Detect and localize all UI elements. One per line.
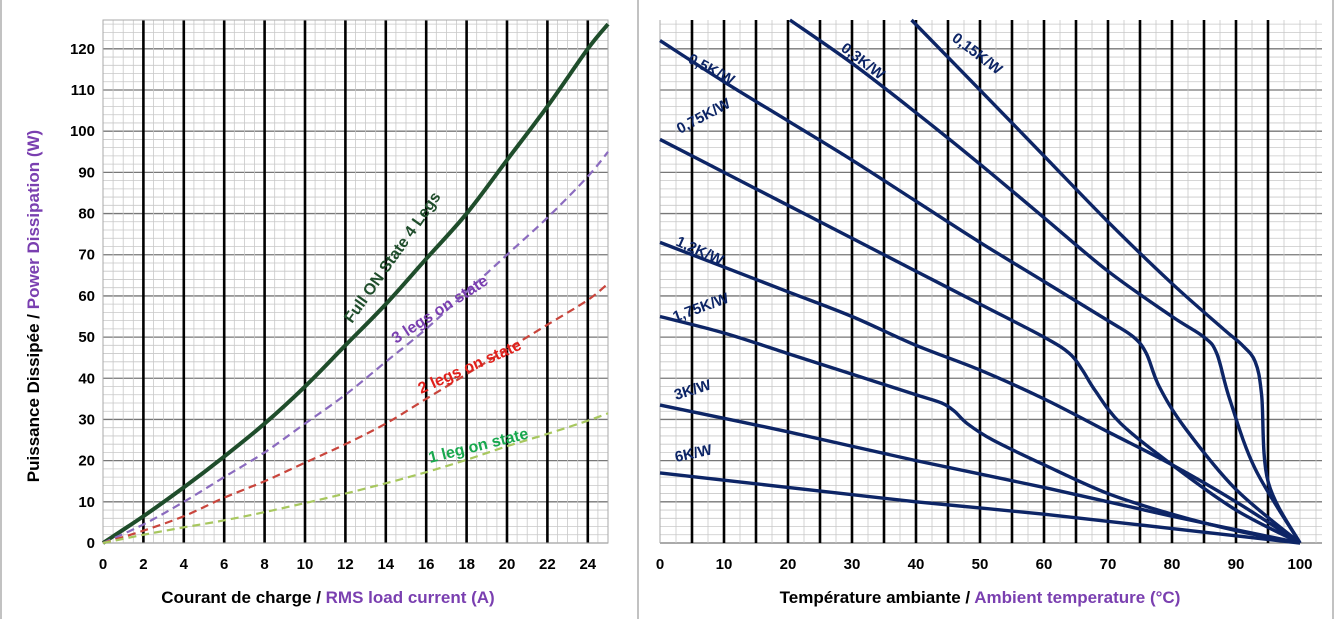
x-tick-label: 100	[1287, 556, 1312, 573]
x-tick-label: 50	[972, 556, 989, 573]
x-tick-label: 80	[1164, 556, 1181, 573]
x-tick-label: 20	[780, 556, 797, 573]
x-tick-label: 2	[139, 556, 147, 573]
x-tick-label: 16	[418, 556, 435, 573]
y-tick-label: 20	[78, 453, 95, 470]
y-tick-label: 0	[87, 535, 95, 552]
x-tick-label: 70	[1100, 556, 1117, 573]
series-line	[659, 39, 1302, 545]
y-tick-label: 50	[78, 329, 95, 346]
x-tick-label: 90	[1228, 556, 1245, 573]
x-tick-label: 4	[180, 556, 189, 573]
x-tick-label: 40	[908, 556, 925, 573]
right-x-axis-title: Température ambiante / Ambient temperatu…	[780, 588, 1181, 607]
y-tick-label: 120	[70, 41, 95, 58]
left-y-axis-title-en: Power Dissipation (W)	[24, 130, 43, 309]
left-chart-grid	[102, 19, 609, 544]
series-line	[788, 18, 1302, 544]
left-y-axis-title-fr: Puissance Dissipée /	[24, 309, 43, 482]
left-x-axis-title-en: RMS load current (A)	[326, 588, 495, 607]
right-x-axis-title-en: Ambient temperature (°C)	[974, 588, 1180, 607]
y-tick-label: 100	[70, 123, 95, 140]
y-tick-label: 90	[78, 164, 95, 181]
y-tick-label: 70	[78, 247, 95, 264]
thermal-resistance-label: 0,3K/W	[838, 40, 889, 84]
x-tick-label: 6	[220, 556, 228, 573]
x-tick-label: 0	[656, 556, 664, 573]
right-x-axis-title-fr: Température ambiante /	[780, 588, 975, 607]
left-chart-tick-labels: 0 2 4 6 8 10 12 14 16 18 20 22 240102030405060708090…	[70, 41, 597, 573]
y-tick-label: 80	[78, 206, 95, 223]
right-chart-curve-labels: 0,15K/W0,3K/W0,5K/W0,75K/W1,2K/W1,75K/W3…	[671, 30, 1007, 466]
x-tick-label: 12	[337, 556, 354, 573]
x-tick-label: 22	[539, 556, 556, 573]
left-chart-series	[101, 22, 610, 545]
right-chart-series	[659, 18, 1302, 545]
y-tick-label: 40	[78, 370, 95, 387]
x-tick-label: 20	[499, 556, 516, 573]
series-line	[659, 403, 1301, 545]
left-x-axis-title-fr: Courant de charge /	[161, 588, 325, 607]
x-tick-label: 10	[716, 556, 733, 573]
series-line	[659, 240, 1301, 545]
x-tick-label: 0	[99, 556, 107, 573]
right-chart-tick-labels: 0 10 20 30 40 50 60 70 80 90 100	[656, 556, 1313, 573]
y-tick-label: 110	[71, 82, 95, 99]
series-line	[101, 22, 610, 545]
x-tick-label: 30	[844, 556, 861, 573]
x-tick-label: 10	[297, 556, 314, 573]
y-tick-label: 60	[78, 288, 95, 305]
x-tick-label: 24	[579, 556, 596, 573]
left-x-axis-title: Courant de charge / RMS load current (A)	[161, 588, 494, 607]
x-tick-label: 8	[260, 556, 268, 573]
plot-area-border	[102, 19, 609, 544]
y-tick-label: 10	[78, 494, 95, 511]
series-line	[102, 412, 609, 545]
thermal-resistance-label: 0,15K/W	[949, 30, 1007, 79]
series-line	[102, 151, 609, 544]
series-line	[910, 18, 1302, 544]
left-y-axis-title: Puissance Dissipée / Power Dissipation (…	[24, 130, 43, 482]
x-tick-label: 14	[377, 556, 394, 573]
y-tick-label: 30	[78, 411, 95, 428]
x-tick-label: 18	[458, 556, 475, 573]
series-line	[659, 471, 1301, 545]
series-line	[659, 314, 1301, 545]
x-tick-label: 60	[1036, 556, 1053, 573]
